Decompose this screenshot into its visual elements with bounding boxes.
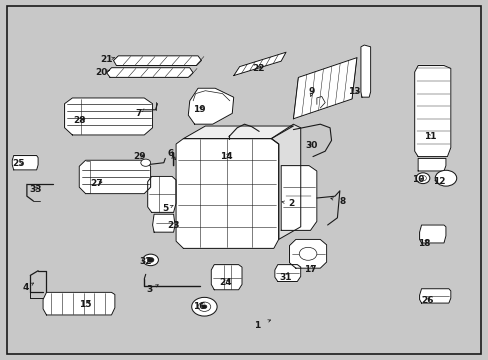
Text: 7: 7: [135, 109, 142, 118]
Text: 9: 9: [308, 87, 315, 96]
Polygon shape: [419, 289, 450, 303]
Polygon shape: [152, 214, 175, 232]
Text: 11: 11: [423, 132, 436, 141]
Polygon shape: [176, 139, 278, 248]
Text: 12: 12: [432, 177, 445, 186]
Circle shape: [202, 305, 206, 309]
Text: 14: 14: [219, 152, 232, 161]
Text: 33: 33: [29, 184, 41, 194]
Text: 5: 5: [162, 204, 168, 213]
Text: 19: 19: [193, 105, 205, 114]
Polygon shape: [274, 265, 300, 282]
Text: 13: 13: [347, 87, 360, 96]
Text: 25: 25: [12, 159, 25, 168]
Polygon shape: [419, 225, 445, 243]
Text: 26: 26: [421, 296, 433, 305]
Text: 27: 27: [90, 179, 103, 188]
Polygon shape: [271, 124, 300, 239]
Text: 31: 31: [279, 273, 292, 282]
Polygon shape: [12, 156, 38, 170]
Text: 4: 4: [22, 284, 29, 292]
Polygon shape: [360, 45, 370, 97]
Circle shape: [299, 247, 316, 260]
Text: 32: 32: [139, 256, 152, 265]
Polygon shape: [289, 239, 326, 268]
Text: 15: 15: [79, 300, 92, 309]
Text: 21: 21: [100, 55, 113, 64]
Text: 17: 17: [304, 266, 316, 274]
Text: 23: 23: [167, 220, 180, 230]
Polygon shape: [293, 58, 356, 119]
Text: 6: 6: [167, 149, 173, 158]
Text: 28: 28: [73, 116, 85, 125]
Polygon shape: [106, 68, 193, 77]
Text: 16: 16: [193, 302, 205, 311]
Polygon shape: [233, 52, 285, 76]
Text: 22: 22: [251, 64, 264, 73]
Polygon shape: [43, 292, 115, 315]
Polygon shape: [417, 158, 445, 171]
Polygon shape: [79, 160, 150, 194]
Circle shape: [434, 170, 456, 186]
Circle shape: [141, 159, 150, 166]
Text: 18: 18: [417, 238, 430, 248]
Text: 8: 8: [339, 197, 345, 206]
Polygon shape: [211, 265, 242, 290]
Text: 24: 24: [219, 278, 232, 287]
Text: 29: 29: [133, 152, 145, 161]
Polygon shape: [414, 66, 450, 157]
Text: 20: 20: [95, 68, 108, 77]
Polygon shape: [64, 98, 152, 135]
Ellipse shape: [419, 175, 426, 181]
Circle shape: [191, 297, 217, 316]
Polygon shape: [188, 88, 233, 124]
Text: 3: 3: [146, 285, 152, 294]
Circle shape: [147, 257, 154, 262]
Circle shape: [142, 254, 158, 266]
Text: 1: 1: [253, 321, 259, 330]
Polygon shape: [147, 176, 176, 212]
Ellipse shape: [415, 173, 429, 184]
Polygon shape: [113, 56, 201, 66]
Text: 2: 2: [287, 199, 293, 208]
Polygon shape: [281, 166, 316, 230]
Text: 10: 10: [411, 175, 424, 184]
Text: 30: 30: [305, 141, 318, 150]
Circle shape: [198, 302, 210, 311]
Polygon shape: [183, 126, 293, 139]
